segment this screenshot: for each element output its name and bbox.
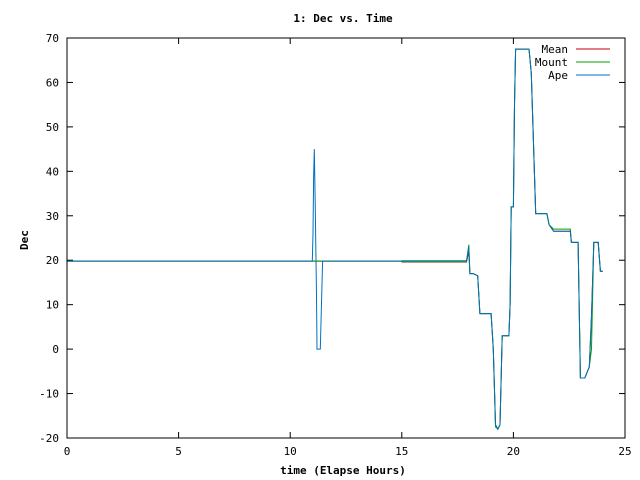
plot-frame <box>66 37 626 439</box>
series-line-ape <box>67 48 603 431</box>
x-tick-label: 0 <box>64 445 71 458</box>
y-tick-label: 20 <box>46 254 59 267</box>
y-tick-label: 40 <box>46 165 59 178</box>
x-tick-label: 5 <box>175 445 182 458</box>
x-tick-label: 10 <box>284 445 297 458</box>
series-lines <box>67 48 603 431</box>
y-tick-label: -10 <box>39 388 59 401</box>
y-tick-label: 30 <box>46 210 59 223</box>
x-tick-label: 25 <box>618 445 631 458</box>
y-axis-label: Dec <box>18 230 31 250</box>
legend-label-mean: Mean <box>542 43 569 56</box>
y-tick-label: 10 <box>46 299 59 312</box>
x-axis-label: time (Elapse Hours) <box>280 464 406 477</box>
y-tick-label: 50 <box>46 121 59 134</box>
legend-label-ape: Ape <box>548 69 568 82</box>
y-tick-label: 0 <box>52 343 59 356</box>
legend-label-mount: Mount <box>535 56 568 69</box>
x-tick-label: 20 <box>507 445 520 458</box>
y-tick-label: -20 <box>39 432 59 445</box>
axis-ticks: 0 5 10 15 20 25 -20 -10 0 10 20 30 40 50 60 70 <box>39 32 632 458</box>
y-tick-label: 60 <box>46 76 59 89</box>
chart-title: 1: Dec vs. Time <box>293 12 393 25</box>
x-tick-label: 15 <box>395 445 408 458</box>
y-tick-label: 70 <box>46 32 59 45</box>
